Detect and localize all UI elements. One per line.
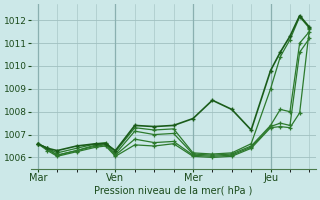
X-axis label: Pression niveau de la mer( hPa ): Pression niveau de la mer( hPa )	[94, 186, 253, 196]
